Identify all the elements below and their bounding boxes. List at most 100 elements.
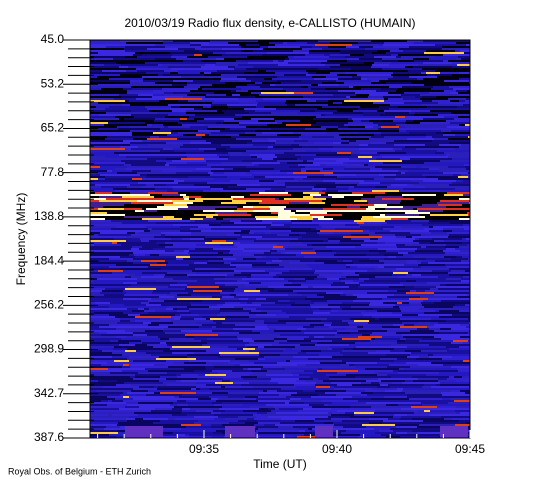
texture (329, 56, 345, 58)
texture (123, 140, 142, 142)
texture (442, 398, 451, 400)
texture (339, 278, 345, 280)
texture (370, 334, 402, 336)
texture (252, 338, 274, 340)
texture (290, 300, 304, 302)
texture (276, 314, 299, 316)
texture (244, 72, 275, 74)
texture (121, 96, 152, 98)
texture (423, 118, 454, 120)
texture (121, 244, 159, 246)
texture (232, 302, 240, 304)
texture (113, 58, 155, 60)
texture (276, 140, 294, 142)
texture (252, 434, 270, 436)
texture (432, 140, 461, 142)
texture (356, 346, 372, 348)
texture (407, 414, 429, 416)
texture (400, 326, 427, 328)
texture (437, 202, 459, 204)
texture (90, 42, 126, 44)
texture (429, 344, 464, 346)
texture (338, 190, 372, 192)
texture (288, 280, 306, 282)
texture (184, 368, 206, 370)
texture (98, 208, 124, 210)
texture (397, 302, 402, 304)
texture (379, 318, 400, 320)
texture (133, 252, 147, 254)
texture (439, 310, 459, 312)
texture (286, 312, 290, 314)
texture (437, 76, 470, 78)
texture (90, 74, 120, 76)
texture (180, 118, 187, 120)
texture (205, 374, 226, 376)
texture (119, 118, 124, 120)
texture (199, 162, 221, 164)
texture (281, 252, 285, 254)
texture (355, 366, 387, 368)
texture (156, 222, 180, 224)
texture (328, 70, 355, 72)
texture (247, 84, 255, 86)
texture (90, 64, 104, 66)
texture (94, 374, 111, 376)
texture (90, 88, 101, 90)
texture (90, 76, 97, 78)
texture (303, 326, 314, 328)
texture (314, 302, 342, 304)
texture (90, 434, 109, 436)
texture (210, 146, 230, 148)
texture (395, 178, 438, 180)
texture (127, 358, 156, 360)
texture (460, 324, 470, 326)
texture (131, 224, 173, 226)
texture (125, 168, 164, 170)
texture (137, 282, 177, 284)
texture (228, 186, 255, 188)
texture (205, 96, 240, 98)
texture (318, 346, 330, 348)
texture (90, 326, 99, 328)
texture (147, 252, 188, 254)
texture (112, 192, 130, 194)
texture (90, 386, 103, 388)
texture (391, 218, 408, 220)
texture (111, 220, 148, 222)
texture (313, 162, 343, 164)
texture (285, 58, 289, 60)
texture (389, 286, 405, 288)
texture (345, 224, 359, 226)
texture (243, 410, 271, 412)
texture (376, 350, 390, 352)
texture (261, 168, 274, 170)
texture (459, 100, 465, 102)
texture (421, 262, 428, 264)
texture (258, 358, 265, 360)
texture (334, 388, 372, 390)
texture (233, 382, 249, 384)
texture (280, 334, 310, 336)
texture (298, 238, 328, 240)
texture (90, 292, 100, 294)
texture (301, 106, 322, 108)
texture (416, 290, 425, 292)
texture (261, 92, 294, 94)
texture (94, 56, 125, 58)
texture (361, 88, 381, 90)
texture (188, 206, 219, 208)
texture (361, 76, 393, 78)
y-tick-label: 342.7 (34, 386, 64, 400)
texture (165, 334, 185, 336)
texture (260, 196, 303, 198)
texture (388, 78, 417, 80)
texture (436, 194, 444, 196)
texture (217, 154, 230, 156)
texture (90, 198, 106, 200)
texture (301, 252, 316, 254)
texture (302, 146, 333, 148)
texture (289, 270, 315, 272)
texture (143, 322, 151, 324)
texture (223, 378, 243, 380)
